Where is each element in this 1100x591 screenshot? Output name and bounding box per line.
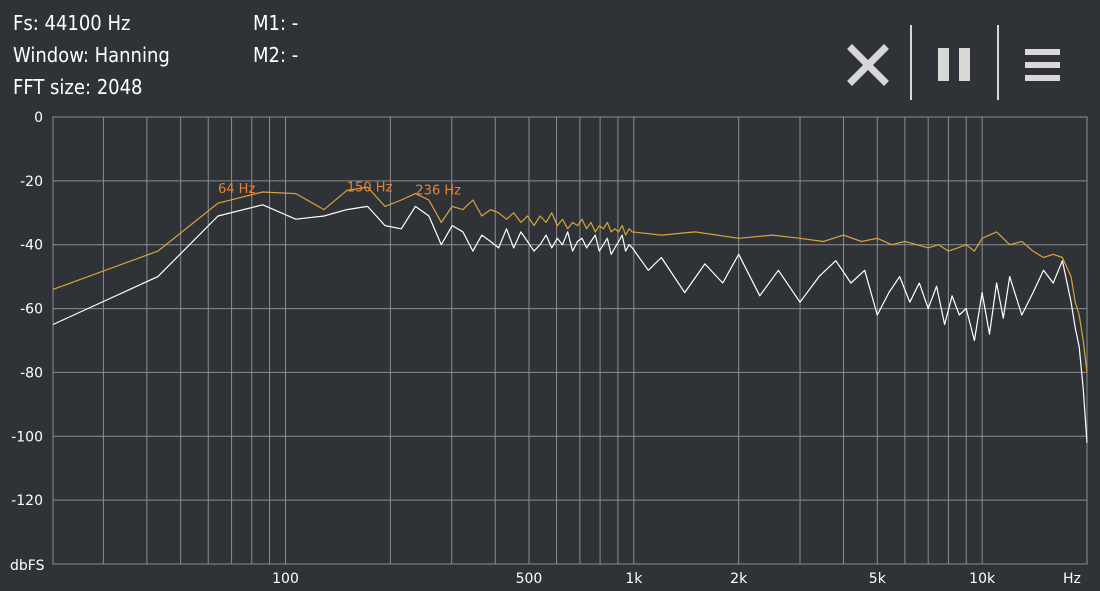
window-type-label: Window: Hanning (13, 43, 170, 67)
toolbar-divider (910, 25, 912, 100)
marker-1-label: M1: - (253, 11, 299, 35)
pause-button[interactable] (925, 30, 985, 100)
peak-label: 150 Hz (347, 180, 393, 195)
y-tick-label: -60 (20, 302, 43, 318)
peak-hold-spectrum-line (52, 186, 1088, 373)
peak-label: 236 Hz (415, 184, 461, 199)
chart-grid (52, 116, 1088, 565)
pause-icon (938, 48, 970, 81)
y-tick-label: -20 (20, 174, 43, 190)
menu-button[interactable] (1013, 30, 1073, 100)
close-icon (847, 44, 889, 86)
y-tick-label: -80 (20, 365, 43, 381)
y-axis-unit: dbFS (10, 558, 45, 574)
toolbar-divider (997, 25, 999, 100)
y-tick-label: -120 (11, 493, 43, 509)
marker-2-label: M2: - (253, 43, 299, 67)
x-tick-label: 2k (730, 571, 748, 587)
menu-icon (1025, 49, 1060, 81)
peak-labels: 64 Hz 150 Hz 236 Hz (218, 180, 461, 198)
y-tick-label: -100 (11, 429, 43, 445)
y-axis-ticks: 0 -20 -40 -60 -80 -100 -120 (11, 110, 43, 509)
sample-rate-label: Fs: 44100 Hz (13, 11, 131, 35)
close-button[interactable] (838, 30, 898, 100)
x-tick-label: 100 (272, 571, 299, 587)
x-tick-label: 500 (516, 571, 543, 587)
x-tick-label: 10k (969, 571, 996, 587)
fft-size-label: FFT size: 2048 (13, 75, 143, 99)
peak-label: 64 Hz (218, 182, 255, 197)
x-axis-ticks: 100 500 1k 2k 5k 10k (272, 571, 996, 587)
x-tick-label: 5k (869, 571, 887, 587)
x-axis-unit: Hz (1063, 571, 1081, 587)
y-tick-label: 0 (34, 110, 43, 126)
y-tick-label: -40 (20, 238, 43, 254)
live-spectrum-line (52, 204, 1088, 443)
spectrum-series (52, 186, 1088, 443)
x-tick-label: 1k (625, 571, 643, 587)
